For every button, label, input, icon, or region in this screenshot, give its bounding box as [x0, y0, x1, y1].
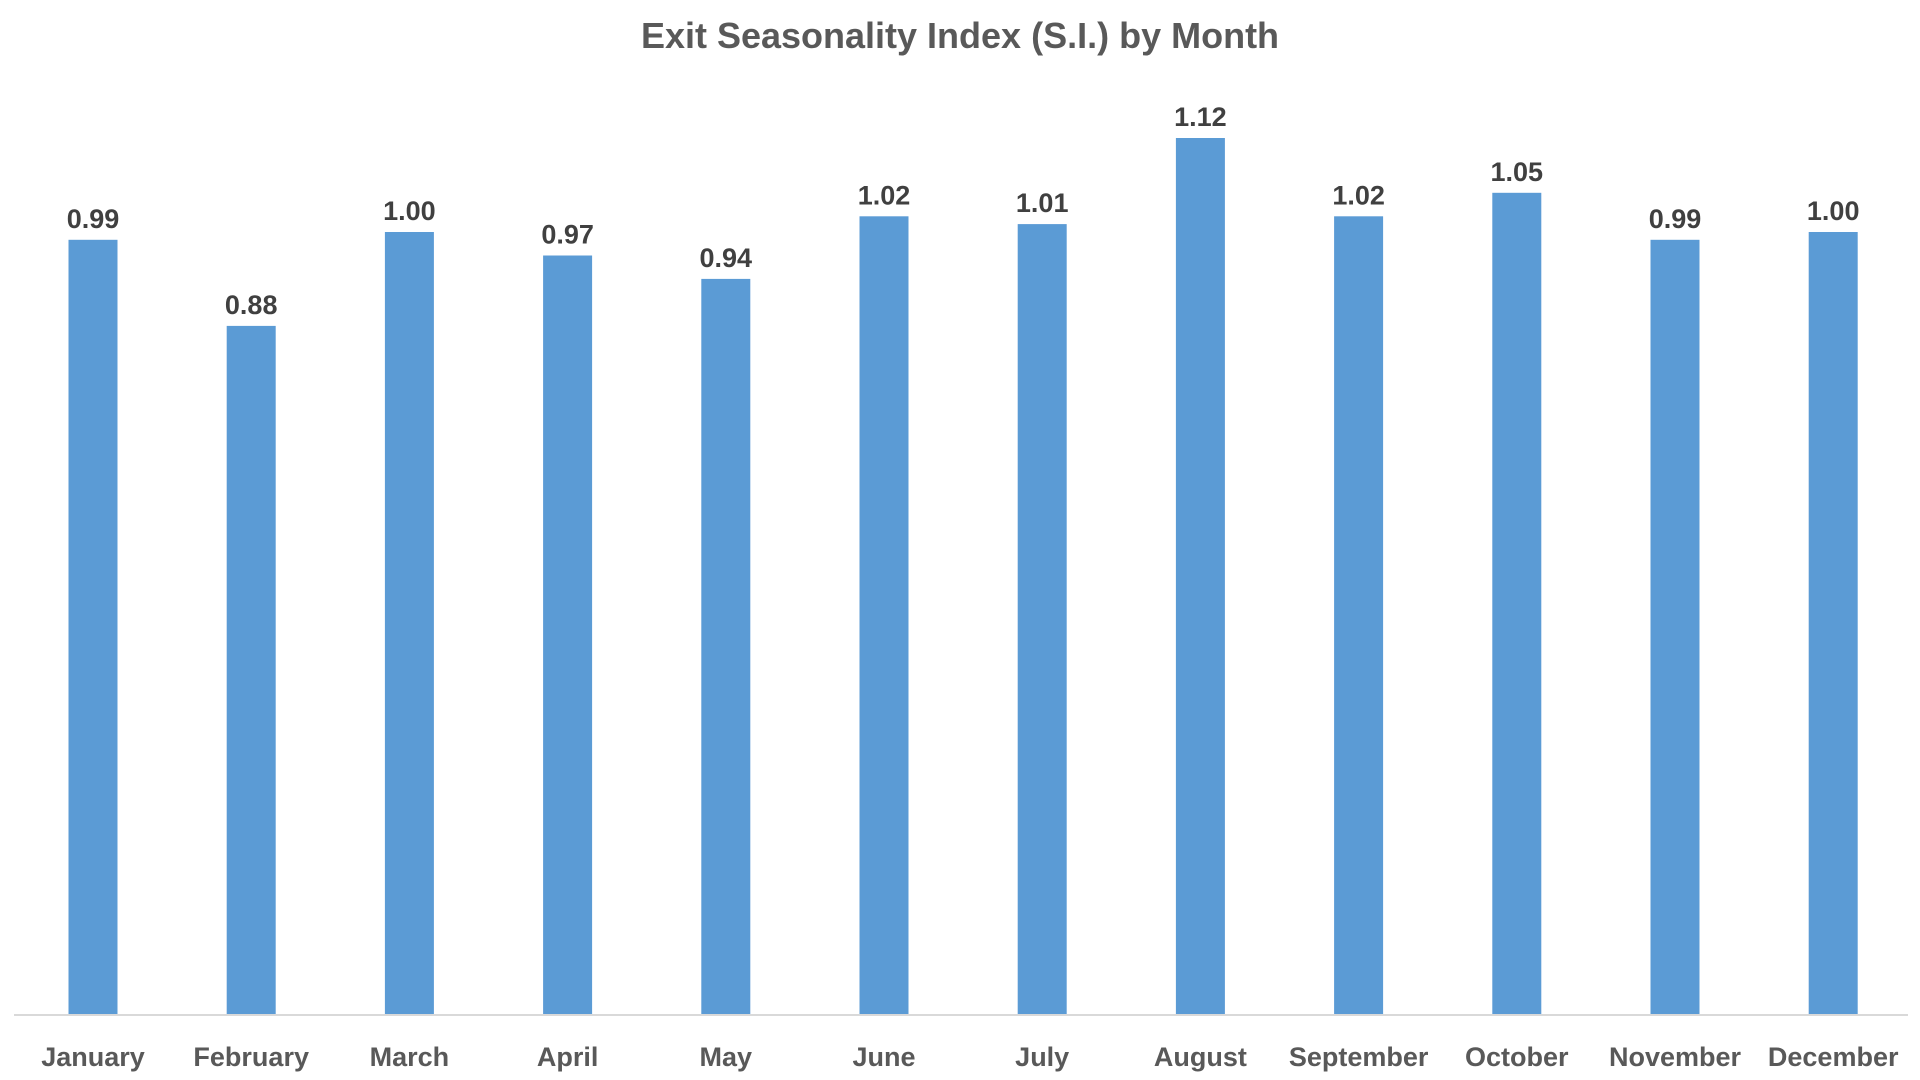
value-labels-group: 0.99 0.88 1.00 0.97 0.94 1.02 1.01 1.12 1.02 1.05… — [67, 102, 1860, 320]
bar-july — [1017, 224, 1067, 1016]
bar-august — [1175, 138, 1225, 1015]
bar-september — [1334, 216, 1384, 1016]
x-tick-label-december: December — [1768, 1042, 1899, 1072]
bar-october — [1492, 192, 1542, 1016]
bar-february — [226, 325, 276, 1015]
x-tick-label-june: June — [852, 1042, 915, 1072]
data-label-june: 1.02 — [858, 180, 911, 210]
data-label-january: 0.99 — [67, 204, 120, 234]
data-label-november: 0.99 — [1649, 204, 1702, 234]
x-tick-label-february: February — [193, 1042, 309, 1072]
x-tick-label-october: October — [1465, 1042, 1569, 1072]
chart-title: Exit Seasonality Index (S.I.) by Month — [641, 15, 1279, 56]
bar-march — [384, 232, 434, 1015]
data-label-may: 0.94 — [700, 243, 753, 273]
x-tick-label-may: May — [700, 1042, 753, 1072]
data-label-february: 0.88 — [225, 290, 278, 320]
x-tick-label-september: September — [1289, 1042, 1429, 1072]
bar-december — [1808, 232, 1858, 1015]
bars-group — [68, 138, 1858, 1016]
x-tick-label-january: January — [41, 1042, 145, 1072]
bar-may — [701, 278, 751, 1015]
data-label-october: 1.05 — [1491, 157, 1544, 187]
x-tick-label-july: July — [1015, 1042, 1069, 1072]
data-label-july: 1.01 — [1016, 188, 1069, 218]
x-tick-label-august: August — [1154, 1042, 1247, 1072]
data-label-september: 1.02 — [1332, 180, 1385, 210]
x-tick-labels-group: January February March April May June July Augu… — [41, 1042, 1899, 1072]
data-label-march: 1.00 — [383, 196, 436, 226]
bar-january — [68, 239, 118, 1016]
data-label-december: 1.00 — [1807, 196, 1860, 226]
bar-april — [543, 255, 593, 1015]
data-label-august: 1.12 — [1174, 102, 1227, 132]
x-tick-label-april: April — [537, 1042, 599, 1072]
x-tick-label-march: March — [370, 1042, 450, 1072]
bar-november — [1650, 239, 1700, 1016]
bar-june — [859, 216, 909, 1016]
x-tick-label-november: November — [1609, 1042, 1742, 1072]
data-label-april: 0.97 — [541, 220, 594, 250]
